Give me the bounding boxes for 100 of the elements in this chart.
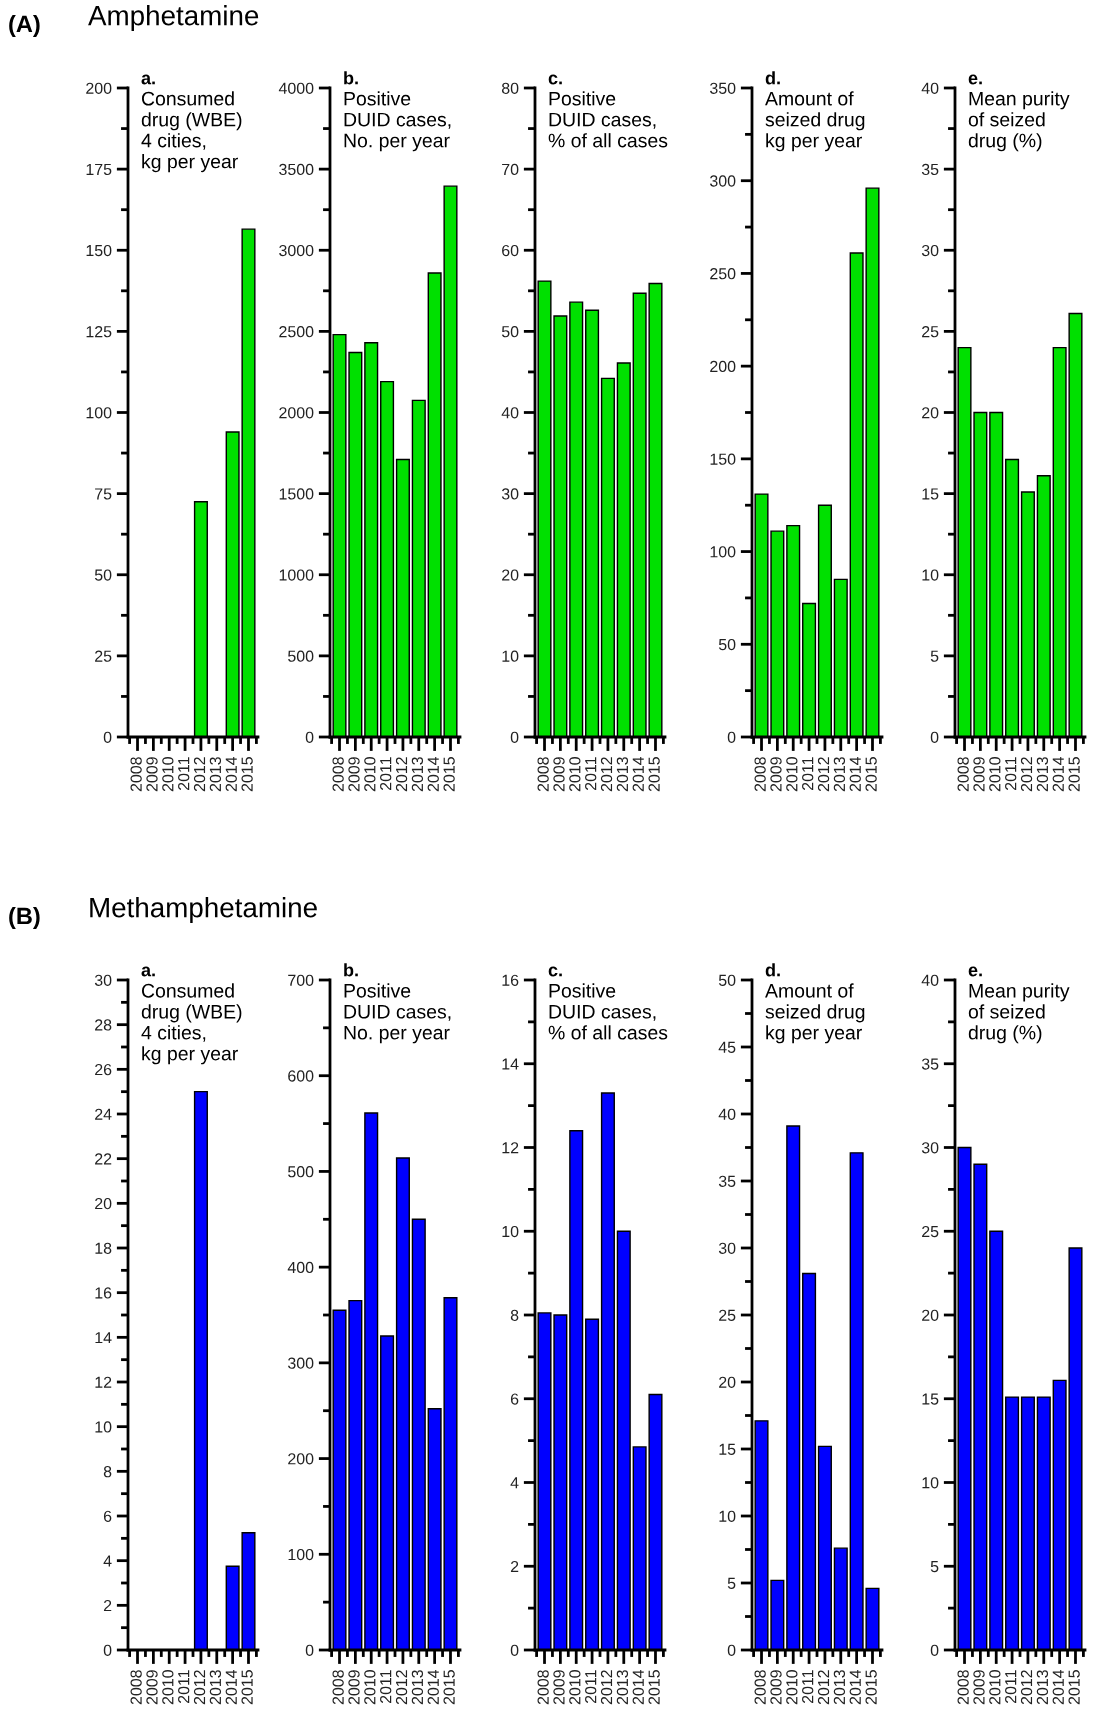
- y-tick-label: 70: [502, 163, 519, 176]
- y-tick-label: 25: [922, 326, 939, 338]
- y-tick-label: 1500: [279, 488, 314, 500]
- x-tick-label: 2008: [130, 757, 142, 792]
- x-tick-label: 2009: [553, 757, 565, 792]
- y-tick-label: 40: [501, 407, 519, 419]
- y-tick-label: 20: [502, 569, 519, 581]
- y-tick-label: 0: [510, 731, 519, 743]
- x-tick-label: 2014: [225, 756, 237, 792]
- x-tick-label: 2012: [1020, 1670, 1033, 1705]
- x-tick-label: 2011: [585, 1670, 597, 1703]
- y-tick-label: 500: [288, 1166, 314, 1178]
- y-tick-label: 150: [710, 453, 736, 465]
- y-tick-label: 24: [95, 1108, 112, 1120]
- text: Amphetamine: [88, 5, 259, 31]
- x-tick-label: 2014: [225, 1669, 237, 1705]
- y-tick-label: 50: [718, 638, 736, 651]
- x-tick-label: 2009: [770, 757, 782, 792]
- x-tick-label: 2008: [957, 1670, 969, 1705]
- y-tick-label: 5: [930, 1561, 939, 1573]
- x-tick-label: 2013: [616, 757, 629, 792]
- y-tick-label: 25: [922, 1225, 939, 1238]
- x-tick-label: 2014: [1052, 1669, 1064, 1705]
- text: Consumed drug (WBE) 4 cities, kg per year: [141, 91, 242, 173]
- y-tick-label: 8: [103, 1465, 112, 1478]
- y-tick-label: 25: [95, 650, 112, 662]
- x-tick-label: 2008: [754, 1670, 766, 1705]
- x-tick-label: 2009: [973, 757, 985, 792]
- y-tick-label: 40: [921, 974, 939, 986]
- y-tick-label: 175: [86, 163, 112, 176]
- chart-title: d.: [765, 963, 780, 977]
- text: Consumed drug (WBE) 4 cities, kg per year: [141, 983, 242, 1065]
- y-tick-label: 0: [103, 731, 112, 743]
- x-tick-label: 2013: [833, 1670, 846, 1705]
- x-tick-label: 2012: [193, 757, 206, 792]
- x-tick-label: 2011: [178, 757, 190, 790]
- y-tick-label: 10: [922, 1477, 939, 1489]
- y-tick-label: 20: [95, 1197, 112, 1210]
- x-tick-label: 2011: [1005, 757, 1017, 790]
- x-tick-label: 2014: [632, 1669, 644, 1705]
- x-tick-label: 2008: [332, 1670, 344, 1705]
- y-tick-label: 2500: [279, 326, 314, 338]
- y-tick-label: 6: [103, 1510, 112, 1522]
- y-tick-label: 30: [94, 974, 112, 986]
- x-tick-label: 2013: [209, 757, 222, 792]
- y-tick-label: 30: [921, 1142, 939, 1154]
- x-tick-label: 2014: [849, 756, 861, 792]
- y-tick-label: 350: [709, 82, 736, 94]
- y-tick-label: 2: [103, 1599, 112, 1612]
- y-tick-label: 0: [103, 1644, 112, 1656]
- y-tick-label: 300: [287, 1357, 314, 1369]
- chart-title: c.: [548, 966, 562, 977]
- x-tick-label: 2008: [754, 757, 766, 792]
- x-tick-label: 2012: [395, 757, 408, 792]
- y-tick-label: 75: [95, 488, 112, 500]
- y-tick-label: 3500: [279, 163, 314, 176]
- x-tick-label: 2015: [241, 1670, 253, 1705]
- x-tick-label: 2009: [973, 1670, 985, 1705]
- y-tick-label: 20: [719, 1376, 736, 1388]
- y-tick-label: 2000: [279, 407, 314, 419]
- y-tick-label: 30: [501, 488, 519, 500]
- y-tick-label: 300: [709, 175, 736, 187]
- x-tick-label: 2015: [1068, 1670, 1080, 1705]
- x-tick-label: 2012: [193, 1670, 206, 1705]
- chart-title: c.: [548, 74, 562, 85]
- chart-title: e.: [968, 74, 982, 85]
- y-tick-label: 8: [510, 1309, 519, 1321]
- x-tick-label: 2012: [600, 1670, 613, 1705]
- y-tick-label: 250: [710, 268, 736, 280]
- y-tick-label: 12: [95, 1376, 112, 1388]
- x-tick-label: 2015: [648, 757, 660, 792]
- x-tick-label: 2008: [957, 757, 969, 792]
- y-tick-label: 4: [510, 1477, 519, 1489]
- y-tick-label: 16: [502, 974, 519, 986]
- y-tick-label: 40: [718, 1108, 736, 1120]
- y-tick-label: 10: [922, 569, 939, 581]
- text: Mean purity of seized drug (%): [968, 983, 1070, 1044]
- y-tick-label: 80: [501, 82, 519, 94]
- x-tick-label: 2010: [786, 1670, 798, 1705]
- y-tick-label: 30: [921, 244, 939, 257]
- y-tick-label: 4: [103, 1555, 112, 1567]
- x-tick-label: 2010: [989, 757, 1001, 792]
- x-tick-label: 2013: [209, 1670, 222, 1705]
- x-tick-label: 2009: [770, 1670, 782, 1705]
- y-tick-label: 4000: [278, 82, 314, 94]
- x-tick-label: 2015: [1068, 757, 1080, 792]
- y-tick-label: 10: [95, 1421, 112, 1433]
- x-tick-label: 2013: [1036, 757, 1049, 792]
- x-tick-label: 2009: [348, 757, 360, 792]
- y-tick-label: 10: [502, 1225, 519, 1238]
- y-tick-label: 10: [502, 650, 519, 662]
- chart-title: e.: [968, 966, 982, 977]
- x-tick-label: 2011: [380, 1670, 392, 1703]
- y-tick-label: 125: [86, 326, 112, 338]
- x-tick-label: 2014: [427, 756, 439, 792]
- text: Amount of seized drug kg per year: [765, 91, 865, 152]
- y-tick-label: 200: [710, 360, 736, 373]
- y-tick-label: 0: [305, 1644, 314, 1656]
- y-tick-label: 100: [86, 407, 112, 419]
- x-tick-label: 2013: [411, 1670, 424, 1705]
